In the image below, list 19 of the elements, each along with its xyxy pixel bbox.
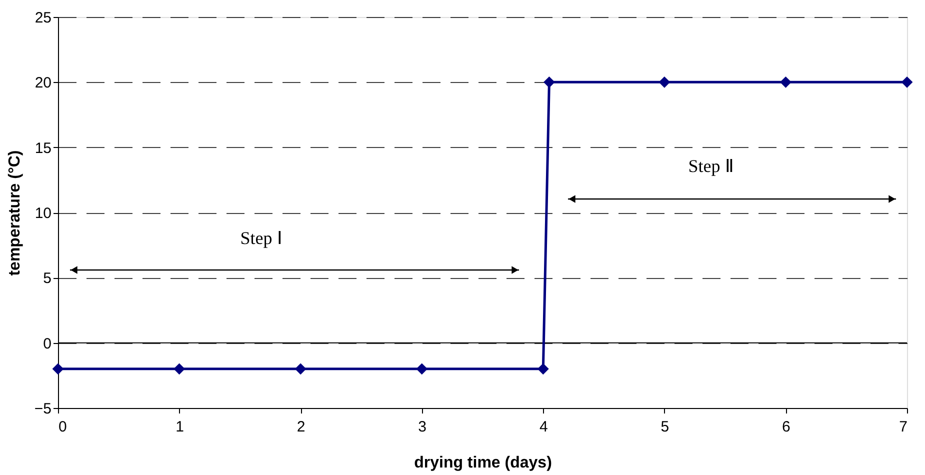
x-tick-label: 0	[58, 418, 67, 436]
x-tick-label: 2	[296, 418, 306, 436]
x-tick-label: 3	[418, 418, 427, 436]
x-tick-label: 1	[176, 418, 184, 436]
x-tick-label: 7	[899, 418, 908, 436]
y-axis-title: temperature (°C)	[6, 150, 24, 276]
y-tick-label: 20	[34, 74, 52, 92]
x-tick-label: 5	[660, 418, 670, 436]
annotation: Step Ⅱ	[688, 156, 734, 176]
y-tick-label: 15	[34, 140, 52, 157]
y-tick-label: 25	[34, 10, 52, 26]
x-tick-label: 4	[539, 418, 548, 436]
y-tick-label: 10	[34, 205, 52, 222]
y-tick-label: −5	[34, 400, 52, 418]
y-tick-label: 0	[43, 335, 52, 352]
annotation: Step Ⅰ	[240, 228, 282, 248]
x-axis-title: drying time (days)	[414, 454, 552, 472]
x-tick-label: 6	[782, 418, 790, 436]
y-tick-label: 5	[43, 270, 52, 288]
